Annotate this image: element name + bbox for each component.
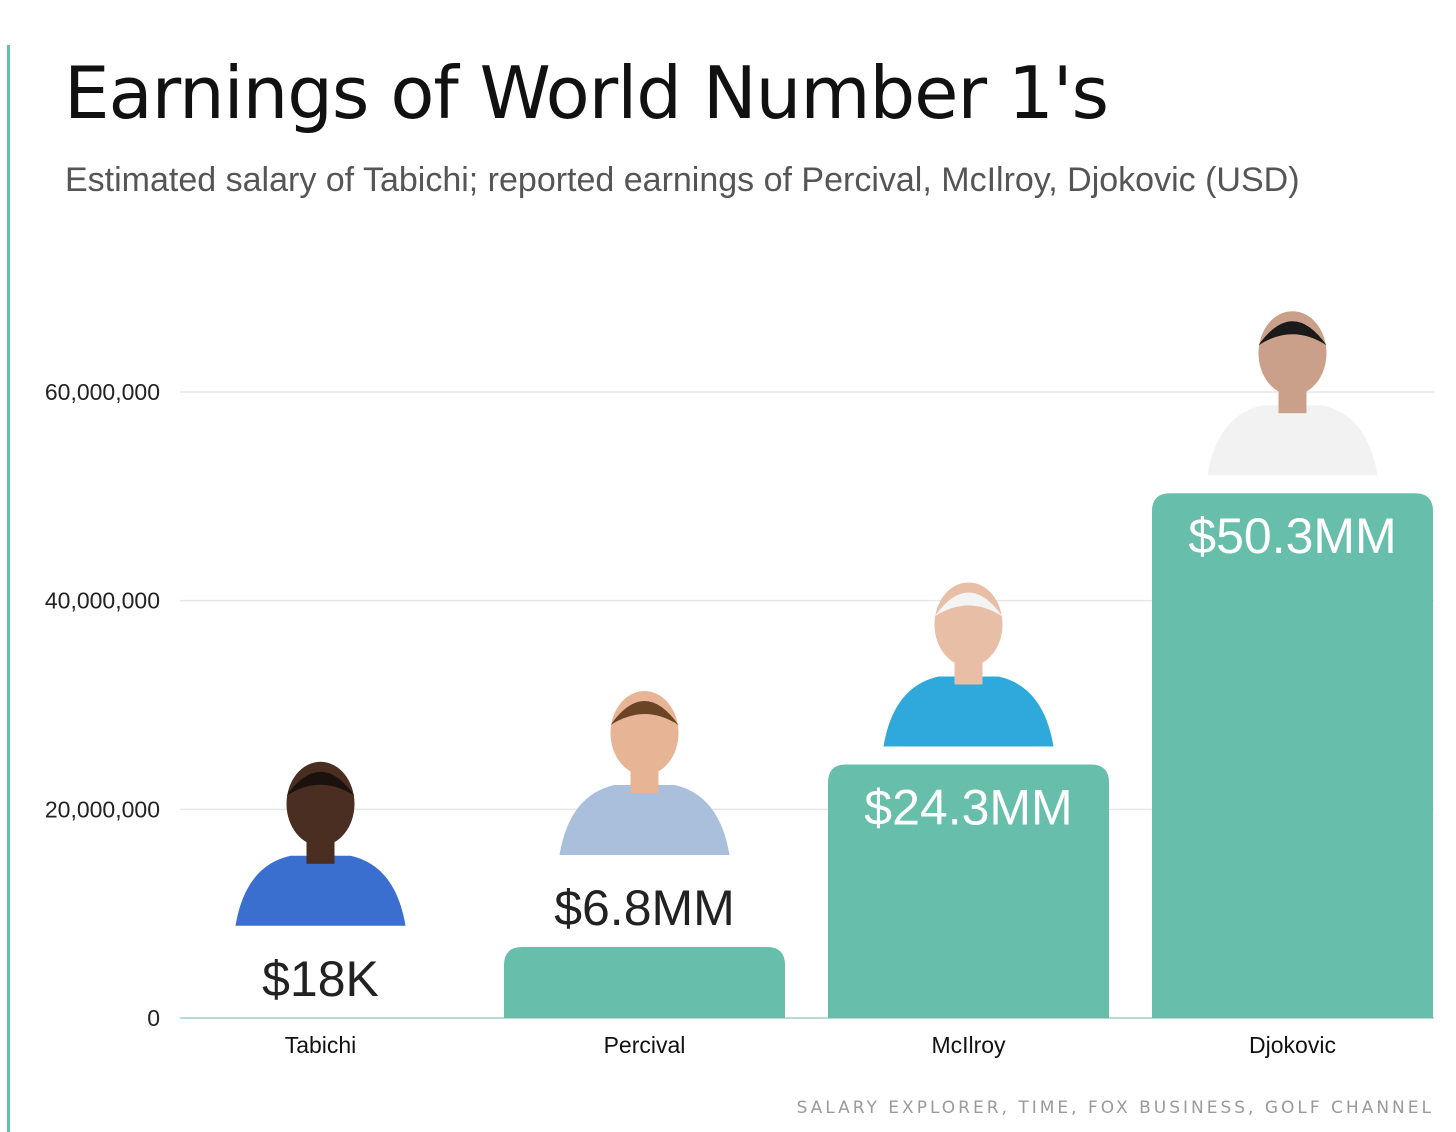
x-tick-label: McIlroy bbox=[931, 1032, 1006, 1058]
y-tick-label: 20,000,000 bbox=[45, 796, 160, 822]
bar-percival bbox=[504, 947, 785, 1018]
player-photo bbox=[883, 582, 1054, 747]
player-photo bbox=[235, 761, 406, 926]
accent-bar bbox=[7, 45, 10, 1132]
chart-title: Earnings of World Number 1's bbox=[64, 51, 1109, 135]
y-tick-label: 60,000,000 bbox=[45, 379, 160, 405]
source-credit: SALARY EXPLORER, TIME, FOX BUSINESS, GOL… bbox=[796, 1098, 1434, 1118]
player-photo bbox=[1207, 311, 1378, 476]
x-tick-label: Djokovic bbox=[1249, 1032, 1336, 1058]
bar-djokovic bbox=[1152, 493, 1433, 1018]
data-label: $6.8MM bbox=[554, 880, 735, 936]
data-label: $24.3MM bbox=[864, 779, 1072, 835]
player-photo bbox=[559, 691, 730, 856]
x-tick-label: Percival bbox=[604, 1032, 686, 1058]
data-label: $18K bbox=[262, 951, 379, 1007]
chart-subtitle: Estimated salary of Tabichi; reported ea… bbox=[65, 161, 1300, 199]
bar-mcilroy bbox=[828, 764, 1109, 1018]
y-tick-label: 40,000,000 bbox=[45, 588, 160, 614]
x-tick-label: Tabichi bbox=[285, 1032, 357, 1058]
y-tick-label: 0 bbox=[147, 1005, 160, 1031]
data-label: $50.3MM bbox=[1188, 508, 1396, 564]
